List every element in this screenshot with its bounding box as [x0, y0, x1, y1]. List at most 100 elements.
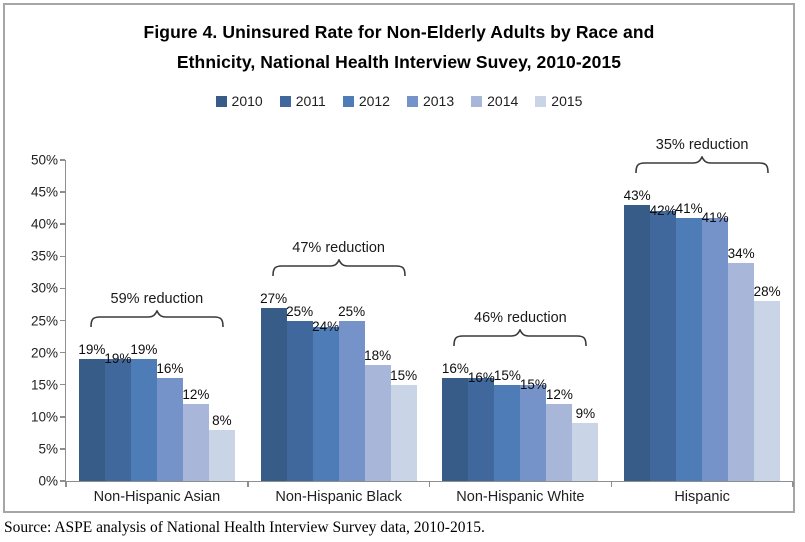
legend-item-2013: 2013	[406, 93, 455, 109]
bar-2013	[702, 217, 729, 481]
reduction-label: 35% reduction	[655, 136, 749, 153]
reduction-label: 59% reduction	[110, 291, 204, 308]
bar-2010	[260, 307, 287, 481]
reduction-bracket	[90, 310, 224, 328]
chart-title-line1: Figure 4. Uninsured Rate for Non-Elderly…	[143, 22, 655, 42]
category-label: Non-Hispanic Black	[275, 489, 402, 505]
bar-2015	[208, 429, 235, 481]
y-axis-tick-label: 0%	[38, 473, 58, 489]
chart-title: Figure 4. Uninsured Rate for Non-Elderly…	[5, 17, 793, 77]
legend-item-2012: 2012	[342, 93, 390, 109]
bar-2014	[364, 365, 391, 481]
legend-swatch-icon	[535, 95, 547, 107]
legend-label: 2011	[295, 93, 326, 109]
bar-value-label: 12%	[545, 386, 573, 402]
bar-value-label: 9%	[575, 406, 596, 422]
y-axis-tick-mark	[60, 159, 65, 161]
y-axis-tick-label: 15%	[30, 377, 58, 393]
bar-value-label: 41%	[701, 209, 729, 225]
bar-2010	[78, 359, 105, 481]
y-axis-tick-label: 10%	[30, 409, 58, 425]
legend-item-2011: 2011	[279, 93, 326, 109]
legend-item-2015: 2015	[535, 93, 582, 109]
bar-group-1: 27% 25% 24% 25% 18% 15% 47% reduction	[248, 160, 430, 481]
legend-label: 2013	[422, 93, 455, 109]
legend-swatch-icon	[342, 95, 354, 107]
reduction-label: 47% reduction	[292, 239, 385, 256]
bar-value-label: 27%	[260, 290, 288, 306]
bar-value-label: 15%	[519, 376, 547, 392]
bar-2015	[572, 423, 599, 481]
y-axis-tick-label: 40%	[30, 216, 58, 232]
legend-label: 2010	[231, 93, 263, 109]
bar-group-0: 19% 19% 19% 16% 12% 8% 59% reduction	[66, 160, 248, 481]
bar-2015	[390, 384, 417, 481]
y-axis-tick-mark	[60, 480, 65, 482]
bar-value-label: 24%	[312, 318, 340, 334]
bar-value-label: 19%	[78, 342, 106, 358]
legend-swatch-icon	[471, 95, 483, 107]
bar-2010	[442, 378, 469, 481]
bar-2013	[520, 384, 547, 481]
bar-2014	[546, 403, 573, 481]
y-axis-tick-label: 30%	[30, 280, 58, 296]
legend-item-2010: 2010	[215, 93, 263, 109]
category-label: Non-Hispanic Asian	[93, 489, 221, 505]
bar-group-2: 16% 16% 15% 15% 12% 9% 46% reduction	[430, 160, 612, 481]
y-axis-tick-label: 5%	[38, 441, 58, 457]
bar-value-label: 43%	[623, 187, 651, 203]
bar-2012	[676, 217, 703, 481]
bar-2011	[650, 211, 677, 481]
bar-2010	[624, 204, 651, 481]
bar-group-3: 43% 42% 41% 41% 34% 28% 35% reduction	[611, 137, 793, 481]
bar-value-label: 19%	[130, 342, 158, 358]
legend-label: 2012	[358, 93, 390, 109]
bar-2013	[338, 320, 365, 481]
bar-value-label: 41%	[675, 200, 703, 216]
bar-2011	[286, 320, 313, 481]
bar-2013	[156, 378, 183, 481]
y-axis-tick-mark	[60, 416, 65, 418]
bar-2014	[728, 262, 755, 481]
y-axis-tick-label: 45%	[30, 184, 58, 200]
y-axis-tick-mark	[60, 383, 65, 386]
legend-swatch-icon	[406, 95, 418, 107]
y-axis-tick-mark	[60, 448, 65, 450]
x-axis-tick-mark	[65, 482, 67, 487]
bar-2012	[494, 384, 521, 481]
bar-value-label: 15%	[390, 367, 418, 383]
plot-area: 0% 5% 10% 15% 20% 25% 30% 35% 40% 45% 50% 19% 19% 19%…	[31, 137, 794, 505]
legend-swatch-icon	[215, 95, 227, 107]
x-axis-tick-mark	[428, 482, 431, 487]
chart-title-line2: Ethnicity, National Health Interview Suv…	[176, 52, 622, 72]
bar-2011	[104, 359, 131, 481]
legend-label: 2014	[487, 93, 519, 109]
bar-value-label: 16%	[467, 370, 495, 386]
bar-2014	[182, 403, 209, 481]
chart-legend: 2010 2011 2012 2013 2014 2015	[5, 91, 793, 111]
legend-swatch-icon	[279, 95, 291, 107]
reduction-bracket	[453, 329, 588, 347]
bar-value-label: 25%	[338, 303, 366, 319]
x-axis-tick-mark	[792, 482, 794, 487]
bar-value-label: 19%	[104, 351, 132, 367]
reduction-label: 46% reduction	[474, 310, 567, 327]
bar-value-label: 16%	[156, 361, 184, 377]
y-axis-tick-label: 20%	[30, 345, 58, 361]
bar-value-label: 8%	[212, 412, 232, 428]
y-axis-tick-label: 25%	[30, 313, 58, 328]
y-axis-tick-label: 50%	[30, 152, 58, 168]
reduction-bracket	[635, 155, 769, 173]
y-axis-tick-mark	[60, 351, 65, 354]
x-axis-tick-mark	[610, 482, 612, 487]
y-axis-tick-mark	[60, 191, 65, 193]
bar-value-label: 28%	[753, 284, 781, 300]
category-label: Non-Hispanic White	[456, 489, 585, 505]
y-axis-tick-mark	[60, 287, 65, 290]
y-axis-tick-mark	[60, 319, 65, 322]
y-axis-tick-mark	[60, 223, 65, 225]
bar-2012	[130, 359, 157, 481]
legend-item-2014: 2014	[471, 93, 518, 109]
bar-value-label: 34%	[727, 245, 755, 261]
